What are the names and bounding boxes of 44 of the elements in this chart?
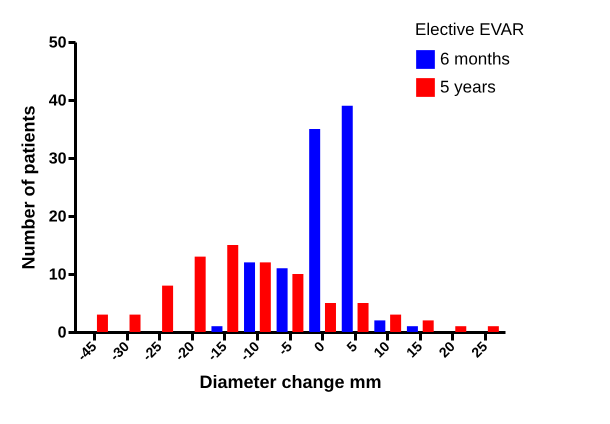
bar [422,320,434,332]
y-tick-label: 0 [58,324,67,342]
x-tick-label: 20 [436,338,458,360]
bar [130,314,141,332]
bar [194,256,206,332]
x-tick-label: -5 [274,338,296,358]
y-tick-label: 20 [48,208,67,226]
x-tick-label: -25 [139,338,165,364]
y-tick-label: 30 [48,150,67,168]
x-tick-label: 10 [370,338,393,360]
bar [358,303,369,332]
bar [96,314,108,332]
x-tick-label: 15 [402,338,426,360]
bar [455,326,466,332]
bar [260,262,271,332]
x-tick-label: 5 [343,338,360,355]
bar [292,274,304,332]
x-tick-label: -15 [204,338,230,364]
bar [390,314,402,332]
bar [227,245,238,332]
bar [406,326,418,332]
x-tick-label: 0 [310,338,328,355]
bar [211,326,222,332]
bar [244,262,256,332]
x-tick-label: -30 [106,338,132,364]
x-tick-label: -10 [236,338,263,364]
x-axis-title: Diameter change mm [199,372,382,392]
y-tick-label: 40 [48,92,67,110]
y-tick-label: 50 [48,34,67,52]
bar [276,268,288,332]
bar [324,303,336,332]
legend-label: 5 years [440,78,496,96]
bar [488,326,499,332]
legend-label: 6 months [440,50,510,68]
bar [309,129,320,332]
y-tick-label: 10 [48,266,67,284]
bar [374,320,386,332]
x-tick-label: -20 [172,338,198,364]
y-axis-title: Number of patients [18,105,39,270]
bar [342,106,353,332]
x-tick-label: 25 [468,338,491,360]
x-tick-label: -45 [74,338,100,364]
legend-title: Elective EVAR [415,20,524,39]
bar [162,286,174,332]
